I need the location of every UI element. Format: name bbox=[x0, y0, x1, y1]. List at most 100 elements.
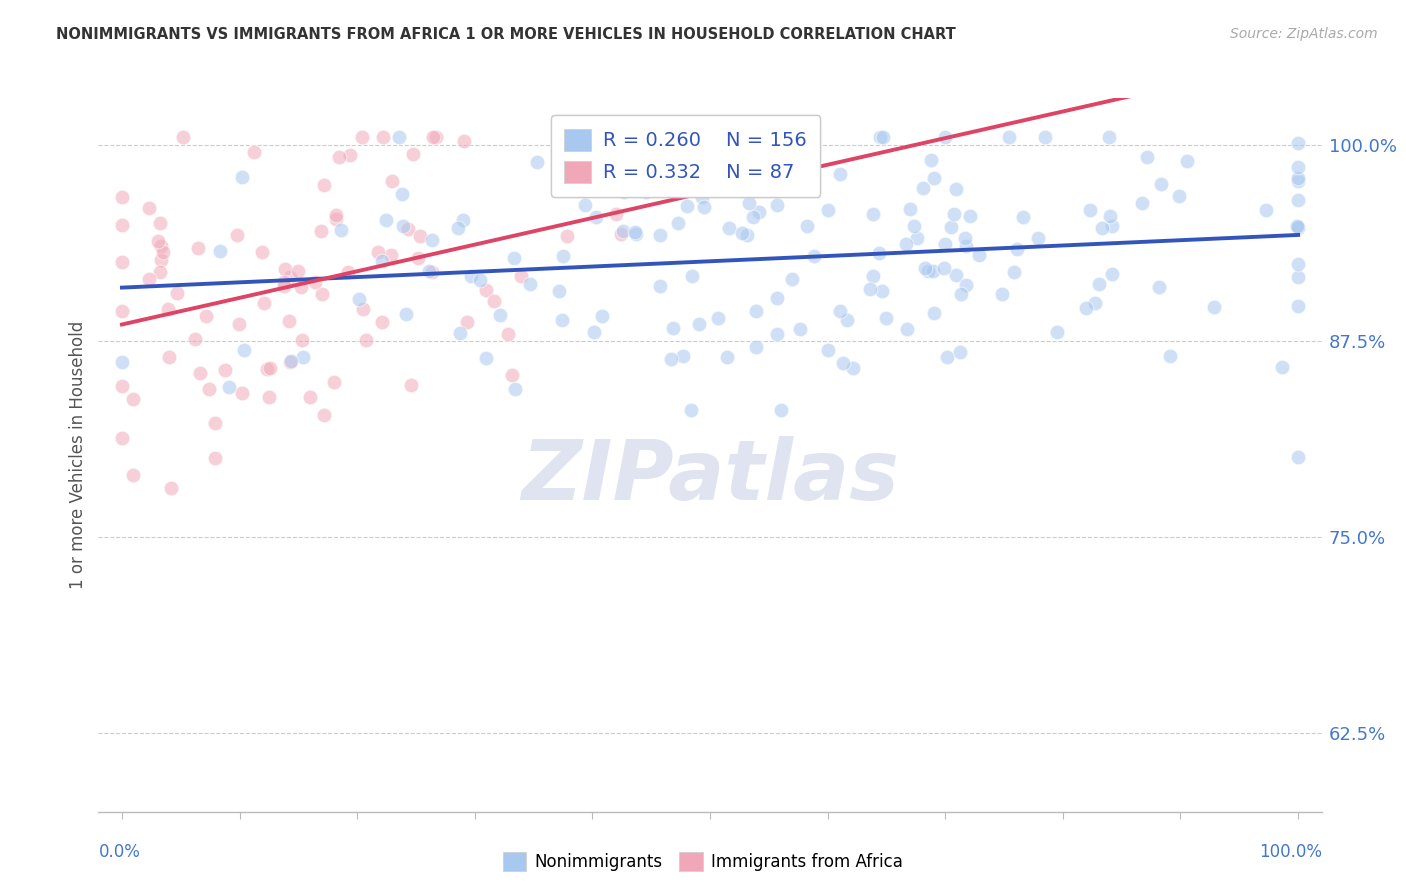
Point bbox=[613, 185, 636, 199]
Point bbox=[896, 322, 918, 336]
Point bbox=[766, 198, 789, 212]
Point bbox=[204, 416, 226, 430]
Point bbox=[817, 202, 839, 217]
Point bbox=[934, 261, 956, 276]
Point bbox=[1101, 268, 1123, 282]
Point bbox=[610, 227, 633, 241]
Point bbox=[354, 333, 377, 347]
Point bbox=[1130, 196, 1153, 211]
Point bbox=[666, 216, 689, 230]
Point bbox=[1285, 219, 1308, 233]
Point bbox=[449, 326, 471, 340]
Point bbox=[738, 195, 761, 210]
Point bbox=[1271, 360, 1294, 375]
Point bbox=[339, 148, 361, 162]
Point bbox=[198, 382, 221, 396]
Point bbox=[195, 309, 218, 323]
Point bbox=[1286, 173, 1309, 187]
Point bbox=[418, 264, 440, 278]
Point bbox=[111, 431, 134, 445]
Point bbox=[280, 355, 302, 369]
Point bbox=[650, 279, 672, 293]
Point bbox=[474, 351, 496, 366]
Point bbox=[395, 307, 418, 321]
Point bbox=[875, 311, 897, 326]
Point bbox=[742, 210, 765, 224]
Point bbox=[869, 130, 891, 145]
Point bbox=[312, 178, 335, 193]
Point bbox=[661, 321, 683, 335]
Point bbox=[672, 349, 695, 363]
Point bbox=[1002, 265, 1025, 279]
Point bbox=[859, 282, 882, 296]
Point bbox=[325, 211, 347, 226]
Point bbox=[152, 244, 174, 259]
Point bbox=[934, 130, 956, 145]
Point bbox=[716, 351, 738, 365]
Point bbox=[1256, 203, 1278, 218]
Point bbox=[768, 150, 790, 164]
Point bbox=[277, 314, 299, 328]
Point bbox=[636, 185, 658, 199]
Point bbox=[551, 249, 574, 263]
Point bbox=[422, 130, 444, 145]
Point bbox=[503, 382, 526, 396]
Point bbox=[420, 233, 443, 247]
Point bbox=[1286, 299, 1309, 313]
Point bbox=[612, 224, 634, 238]
Point bbox=[690, 190, 713, 204]
Point bbox=[292, 350, 315, 364]
Point bbox=[1286, 194, 1309, 208]
Point bbox=[388, 130, 411, 145]
Point bbox=[391, 219, 413, 233]
Point bbox=[498, 327, 520, 342]
Point bbox=[510, 269, 533, 284]
Point bbox=[898, 202, 921, 216]
Point bbox=[501, 368, 523, 382]
Point bbox=[624, 227, 647, 241]
Point bbox=[903, 219, 925, 234]
Point bbox=[912, 181, 935, 195]
Point bbox=[111, 254, 134, 268]
Point bbox=[731, 226, 754, 240]
Point bbox=[187, 241, 209, 255]
Point bbox=[692, 130, 714, 145]
Point bbox=[624, 225, 647, 239]
Point bbox=[949, 344, 972, 359]
Point bbox=[862, 268, 884, 283]
Point bbox=[166, 286, 188, 301]
Point bbox=[148, 234, 170, 248]
Point bbox=[693, 201, 716, 215]
Point bbox=[328, 151, 350, 165]
Point bbox=[111, 189, 134, 203]
Point bbox=[955, 239, 977, 253]
Point bbox=[1012, 211, 1035, 225]
Point bbox=[953, 230, 976, 244]
Point bbox=[681, 402, 703, 417]
Point bbox=[745, 304, 768, 318]
Point bbox=[231, 385, 253, 400]
Point bbox=[371, 314, 394, 328]
Point bbox=[585, 211, 607, 225]
Point bbox=[274, 262, 297, 277]
Point bbox=[922, 264, 945, 278]
Point bbox=[990, 287, 1012, 301]
Point bbox=[325, 208, 347, 222]
Point bbox=[456, 315, 478, 329]
Text: 100.0%: 100.0% bbox=[1258, 843, 1322, 861]
Point bbox=[945, 182, 967, 196]
Point bbox=[1091, 221, 1114, 235]
Point bbox=[371, 130, 394, 145]
Point bbox=[1286, 220, 1309, 235]
Point bbox=[468, 273, 491, 287]
Point bbox=[868, 246, 890, 260]
Point bbox=[290, 280, 312, 294]
Point bbox=[273, 275, 295, 289]
Point bbox=[1286, 171, 1309, 186]
Point bbox=[1159, 349, 1181, 363]
Point bbox=[817, 343, 839, 358]
Point bbox=[1074, 301, 1097, 315]
Point bbox=[1286, 136, 1309, 150]
Point bbox=[803, 249, 825, 263]
Point bbox=[551, 312, 574, 326]
